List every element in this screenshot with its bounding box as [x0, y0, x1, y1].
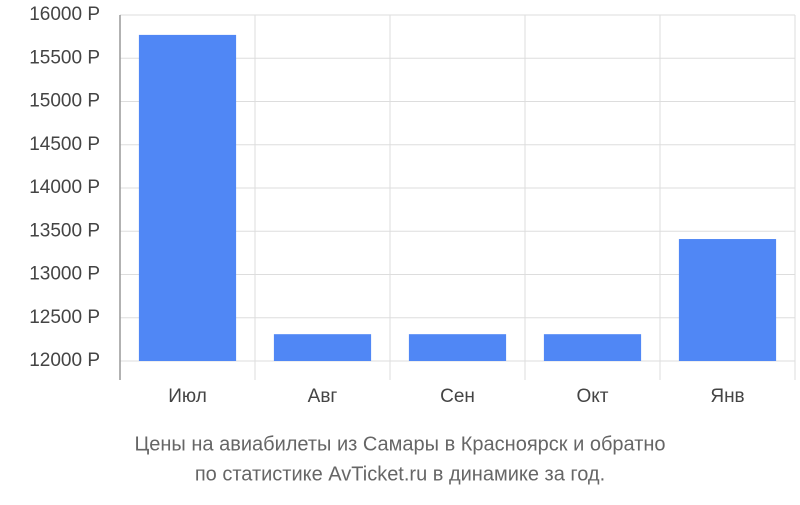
bar — [408, 334, 507, 361]
y-tick-label: 16000 Р — [29, 4, 100, 25]
y-tick-label: 13500 Р — [29, 220, 100, 241]
y-tick-label: 12500 Р — [29, 307, 100, 328]
x-tick-label: Окт — [576, 386, 608, 407]
bar — [543, 334, 642, 361]
x-tick-label: Авг — [308, 386, 338, 407]
chart-title: по статистике AvTicket.ru в динамике за … — [195, 463, 605, 485]
y-tick-label: 14000 Р — [29, 177, 100, 198]
x-tick-label: Сен — [440, 386, 475, 407]
y-tick-label: 13000 Р — [29, 264, 100, 285]
bar — [273, 334, 372, 361]
y-tick-label: 15000 Р — [29, 91, 100, 112]
x-tick-label: Янв — [710, 386, 744, 407]
bar — [138, 34, 237, 362]
x-tick-label: Июл — [168, 386, 207, 407]
y-tick-label: 14500 Р — [29, 134, 100, 155]
chart-title: Цены на авиабилеты из Самары в Красноярс… — [134, 433, 665, 455]
y-tick-label: 15500 Р — [29, 47, 100, 68]
y-tick-label: 12000 Р — [29, 350, 100, 371]
bar — [678, 239, 777, 361]
